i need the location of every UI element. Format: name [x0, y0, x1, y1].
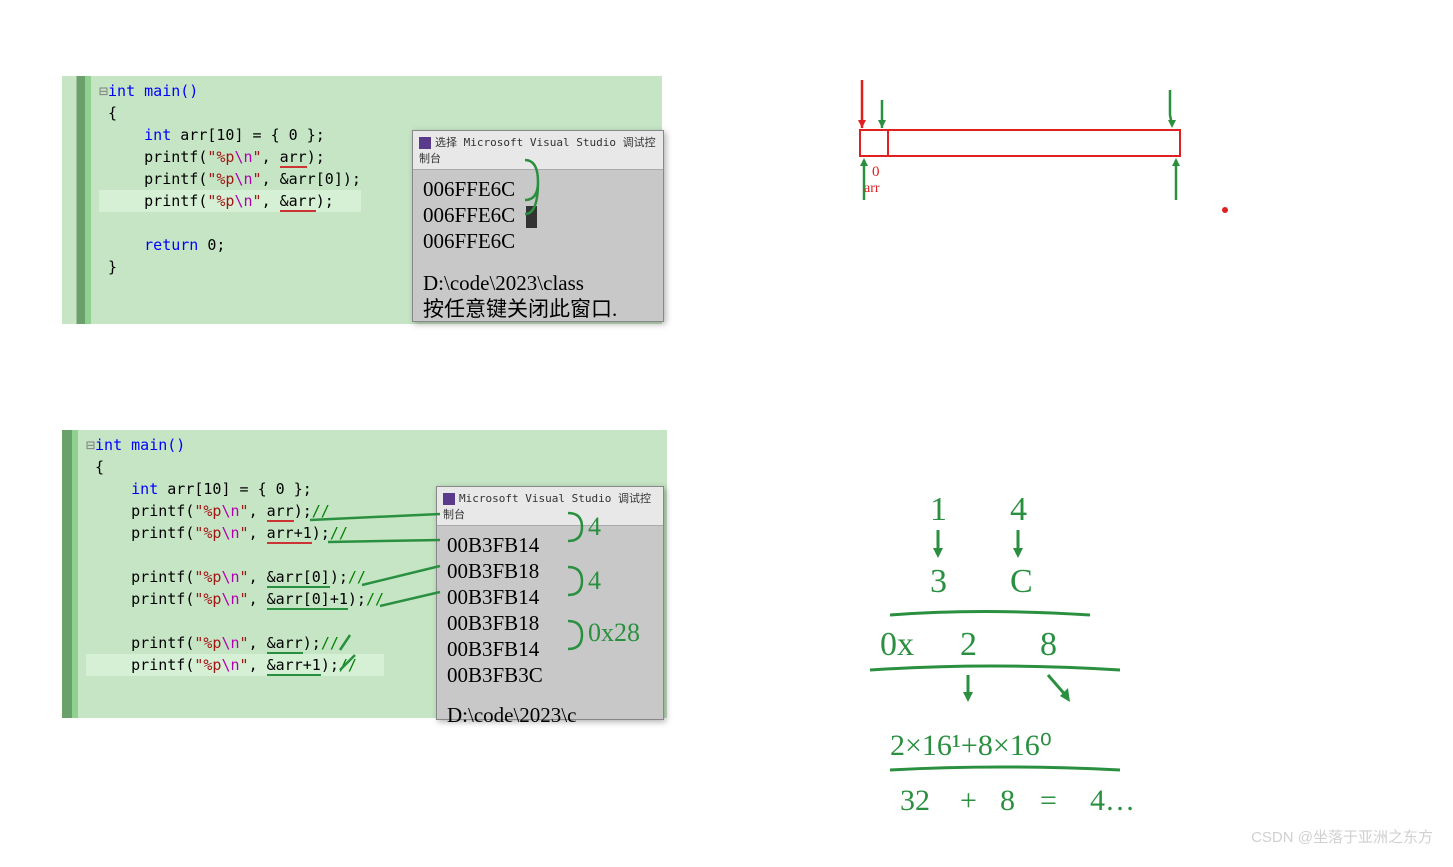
cursor — [526, 206, 537, 228]
console-title: Microsoft Visual Studio 调试控制台 — [437, 487, 663, 526]
vs-icon — [419, 137, 431, 149]
svg-text:4…: 4… — [1090, 784, 1135, 817]
console-body: 00B3FB14 00B3FB18 00B3FB14 00B3FB18 00B3… — [437, 526, 663, 734]
code-line: int main() — [108, 82, 198, 100]
svg-text:8: 8 — [1040, 626, 1057, 663]
array-diagram: 0 arr — [820, 80, 1240, 240]
svg-text:32: 32 — [900, 784, 930, 817]
svg-text:4: 4 — [1010, 491, 1027, 528]
svg-text:3: 3 — [930, 563, 947, 600]
label-0: 0 — [872, 164, 880, 180]
gutter — [62, 430, 72, 718]
console-title: 选择 Microsoft Visual Studio 调试控制台 — [413, 131, 663, 170]
console-body: 006FFE6C 006FFE6C 006FFE6C D:\code\2023\… — [413, 170, 663, 328]
console-1: 选择 Microsoft Visual Studio 调试控制台 006FFE6… — [412, 130, 664, 322]
svg-text:2×16¹+8×16⁰: 2×16¹+8×16⁰ — [890, 729, 1052, 762]
svg-text:=: = — [1040, 784, 1057, 817]
handwritten-calc: 1 4 3 C 0x 2 8 2×16¹+8×16⁰ 32 + 8 = 4… — [860, 480, 1280, 860]
gutter — [77, 76, 85, 324]
line-numbers — [62, 76, 77, 324]
svg-text:C: C — [1010, 563, 1033, 600]
watermark: CSDN @坐落于亚洲之东方 — [1251, 826, 1433, 847]
svg-text:1: 1 — [930, 491, 947, 528]
code-line: { — [108, 104, 117, 122]
label-arr: arr — [864, 181, 880, 196]
svg-text:+: + — [960, 784, 977, 817]
code-area-1: ⊟int main() { int arr[10] = { 0 }; print… — [91, 76, 369, 324]
code-area-2: ⊟int main() { int arr[10] = { 0 }; print… — [78, 430, 392, 718]
console-2: Microsoft Visual Studio 调试控制台 00B3FB14 0… — [436, 486, 664, 720]
svg-text:2: 2 — [960, 626, 977, 663]
svg-text:8: 8 — [1000, 784, 1015, 817]
svg-text:0x: 0x — [880, 626, 914, 663]
vs-icon — [443, 493, 455, 505]
